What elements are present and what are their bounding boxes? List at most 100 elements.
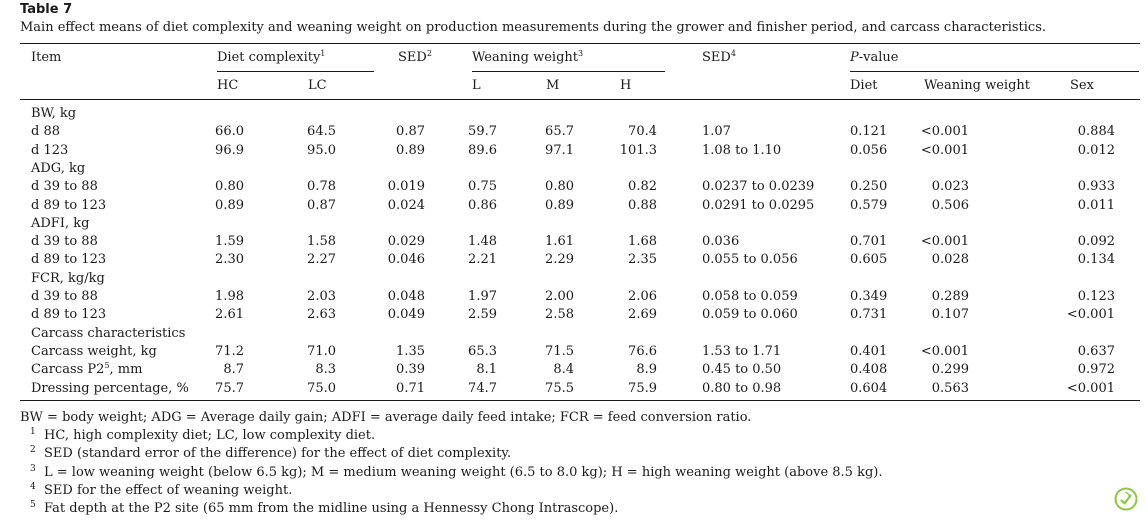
row-item-label: Dressing percentage, % [31, 380, 189, 396]
header-sed-diet: SED2 [398, 49, 432, 66]
cell-h: 101.3 [619, 142, 657, 158]
row-group-label: BW, kg [31, 106, 77, 121]
cell-diet-p: 0.579 [850, 197, 888, 213]
cell-m: 75.5 [545, 380, 574, 396]
cell-sed-weaning: 1.07 [702, 124, 731, 140]
cell-diet-p: 0.604 [850, 380, 888, 396]
cell-sex: 0.637 [1077, 343, 1115, 359]
cell-hc: 2.30 [215, 252, 244, 268]
cell-hc: 1.59 [215, 234, 244, 250]
cell-sex: 0.012 [1077, 142, 1115, 158]
footnote-mark: 4 [30, 481, 36, 492]
cell-l: 8.1 [476, 362, 497, 378]
footnote-text: HC, high complexity diet; LC, low comple… [44, 428, 376, 443]
cell-sed-weaning: 0.055 to 0.056 [702, 252, 798, 268]
cell-m: 2.58 [545, 307, 574, 323]
cell-h: 2.69 [628, 307, 657, 323]
cell-sed-weaning: 1.53 to 1.71 [702, 343, 782, 359]
cell-lc: 75.0 [307, 380, 336, 396]
cell-weaning-weight-p: 0.289 [931, 289, 969, 304]
cell-sed-weaning: 1.08 to 1.10 [702, 142, 782, 158]
header-sed-weaning: SED4 [702, 49, 736, 66]
header-item: Item [31, 50, 62, 65]
cell-h: 2.35 [628, 252, 657, 268]
cell-sed-weaning: 0.058 to 0.059 [702, 289, 798, 304]
cell-m: 1.61 [545, 234, 574, 250]
cell-lc: 1.58 [307, 234, 336, 250]
cell-sex: 0.884 [1077, 124, 1115, 140]
cell-diet-p: 0.250 [850, 179, 888, 195]
header-h: H [620, 78, 632, 93]
header-hc: HC [217, 78, 239, 93]
cell-lc: 2.03 [307, 289, 336, 304]
cell-m: 8.4 [553, 362, 574, 378]
header-p-value: P-value [850, 50, 899, 65]
footnote-mark: 2 [30, 445, 36, 456]
header-diet: Diet [850, 78, 878, 93]
cell-sed-weaning: 0.036 [702, 234, 740, 250]
table-label: Table 7 [20, 2, 73, 17]
cell-l: 1.48 [468, 234, 497, 250]
header-weaning-weight: Weaning weight3 [472, 49, 584, 66]
cell-weaning-weight-p: 0.028 [931, 252, 969, 268]
cell-diet-p: 0.408 [850, 362, 888, 378]
row-item-label: d 89 to 123 [31, 197, 107, 213]
cell-lc: 64.5 [307, 124, 336, 140]
footnote-mark: 1 [30, 427, 36, 437]
cell-weaning-weight-p: <0.001 [920, 142, 969, 158]
cell-lc: 2.63 [307, 307, 336, 323]
cell-sed-diet: 0.019 [387, 179, 425, 195]
row-group-label: ADG, kg [31, 160, 86, 176]
cell-l: 1.97 [468, 289, 497, 304]
cell-weaning-weight-p: <0.001 [920, 124, 969, 140]
cell-l: 2.59 [468, 307, 497, 323]
footnote-text: L = low weaning weight (below 6.5 kg); M… [44, 464, 883, 480]
cell-sed-diet: 0.39 [396, 362, 425, 378]
cell-h: 75.9 [628, 380, 657, 396]
cell-sex: 0.011 [1077, 197, 1115, 213]
cell-m: 0.80 [545, 179, 574, 195]
row-group-label: FCR, kg/kg [31, 270, 105, 286]
p-value-rule [850, 71, 1139, 72]
footnote-abbreviations: BW = body weight; ADG = Average daily ga… [20, 410, 752, 425]
cell-m: 65.7 [545, 124, 574, 140]
cell-weaning-weight-p: 0.299 [931, 362, 969, 378]
cell-sed-diet: 0.71 [396, 380, 425, 396]
cell-lc: 95.0 [307, 142, 336, 158]
cell-lc: 8.3 [315, 362, 336, 378]
cell-sed-weaning: 0.45 to 0.50 [702, 362, 782, 378]
cell-diet-p: 0.731 [850, 307, 888, 323]
cell-weaning-weight-p: 0.563 [931, 380, 969, 396]
leaf-check-icon[interactable] [1114, 487, 1138, 511]
footnote-mark: 5 [30, 500, 36, 511]
diet-complexity-rule [217, 71, 374, 72]
cell-l: 0.86 [468, 197, 497, 213]
cell-lc: 2.27 [307, 252, 336, 268]
footnote-text: SED for the effect of weaning weight. [44, 482, 293, 498]
cell-diet-p: 0.349 [850, 289, 888, 304]
row-item-label: Carcass weight, kg [31, 343, 157, 359]
cell-sed-weaning: 0.059 to 0.060 [702, 307, 798, 323]
footnote-text: Fat depth at the P2 site (65 mm from the… [44, 501, 619, 517]
cell-hc: 8.7 [223, 362, 244, 378]
cell-weaning-weight-p: <0.001 [920, 234, 969, 250]
cell-l: 65.3 [468, 343, 497, 359]
bottom-rule [20, 400, 1140, 401]
row-item-label: d 89 to 123 [31, 307, 107, 323]
cell-sed-diet: 0.046 [387, 252, 425, 268]
cell-sed-weaning: 0.0237 to 0.0239 [702, 179, 815, 195]
cell-h: 0.82 [628, 179, 657, 195]
row-item-label: d 123 [31, 142, 69, 158]
header-sex: Sex [1070, 78, 1094, 93]
cell-sex: <0.001 [1066, 307, 1115, 323]
header-bottom-rule [20, 99, 1140, 100]
cell-h: 1.68 [628, 234, 657, 250]
cell-hc: 2.61 [215, 307, 244, 323]
cell-m: 0.89 [545, 197, 574, 213]
row-item-label: d 88 [31, 124, 60, 140]
row-group-label: ADFI, kg [31, 215, 90, 231]
cell-hc: 66.0 [215, 124, 244, 140]
cell-sed-diet: 0.87 [396, 124, 425, 140]
footnote-text: SED (standard error of the difference) f… [44, 446, 512, 462]
cell-sed-diet: 0.049 [387, 307, 425, 323]
